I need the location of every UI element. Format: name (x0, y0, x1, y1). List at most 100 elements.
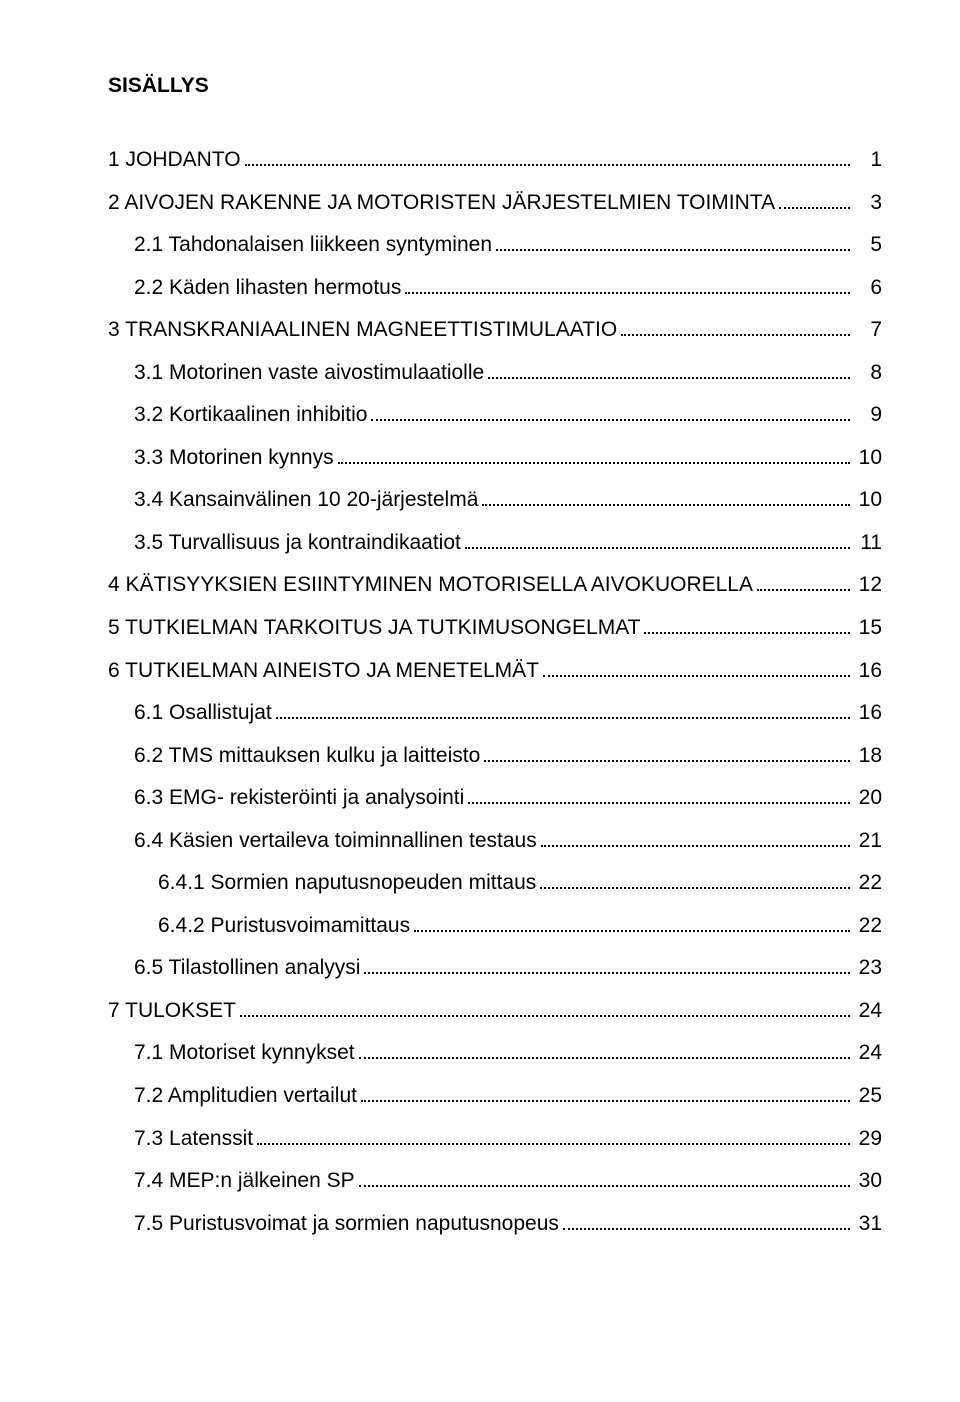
toc-leader-dots (405, 273, 850, 294)
toc-entry: 6.3 EMG- rekisteröinti ja analysointi 20 (108, 782, 882, 815)
toc-entry: 3.1 Motorinen vaste aivostimulaatiolle 8 (108, 357, 882, 390)
toc-leader-dots (240, 996, 850, 1017)
toc-leader-dots (496, 230, 850, 251)
toc-entry: 3.5 Turvallisuus ja kontraindikaatiot11 (108, 527, 882, 560)
toc-leader-dots (488, 358, 850, 379)
toc-entry-page: 3 (854, 187, 882, 220)
toc-entry-label: 6.4.2 Puristusvoimamittaus (158, 910, 410, 943)
toc-entry: 3.4 Kansainvälinen 10 20-järjestelmä 10 (108, 484, 882, 517)
toc-entry: 6 TUTKIELMAN AINEISTO JA MENETELMÄT 16 (108, 655, 882, 688)
toc-entry-label: 1 JOHDANTO (108, 144, 241, 177)
toc-entry: 2 AIVOJEN RAKENNE JA MOTORISTEN JÄRJESTE… (108, 187, 882, 220)
toc-title: SISÄLLYS (108, 74, 882, 98)
toc-entry-page: 15 (854, 612, 882, 645)
toc-entry-page: 22 (854, 910, 882, 943)
toc-entry-page: 23 (854, 952, 882, 985)
toc-entry: 2.2 Käden lihasten hermotus 6 (108, 272, 882, 305)
toc-leader-dots (364, 954, 850, 975)
toc-entry-page: 1 (854, 144, 882, 177)
toc-entry-page: 16 (854, 697, 882, 730)
toc-entry-page: 31 (854, 1208, 882, 1241)
toc-entry: 6.2 TMS mittauksen kulku ja laitteisto 18 (108, 740, 882, 773)
toc-entry-page: 6 (854, 272, 882, 305)
toc-leader-dots (245, 145, 850, 166)
toc-leader-dots (543, 656, 850, 677)
toc-entry: 1 JOHDANTO 1 (108, 144, 882, 177)
toc-entry: 6.4.1 Sormien naputusnopeuden mittaus 22 (108, 867, 882, 900)
toc-leader-dots (541, 826, 850, 847)
toc-entry: 7.4 MEP:n jälkeinen SP 30 (108, 1165, 882, 1198)
toc-entry-page: 29 (854, 1123, 882, 1156)
page-container: SISÄLLYS 1 JOHDANTO 1 2 AIVOJEN RAKENNE JA… (0, 0, 960, 1402)
toc-leader-dots (359, 1039, 850, 1060)
toc-entry-label: 6.4 Käsien vertaileva toiminnallinen tes… (134, 825, 537, 858)
toc-leader-dots (540, 868, 850, 889)
toc-entry-label: 5 TUTKIELMAN TARKOITUS JA TUTKIMUSONGELM… (108, 612, 640, 645)
toc-entry-label: 4 KÄTISYYKSIEN ESIINTYMINEN MOTORISELLA … (108, 569, 753, 602)
toc-entry-label: 7.3 Latenssit (134, 1123, 253, 1156)
toc-entry-label: 7.4 MEP:n jälkeinen SP (134, 1165, 355, 1198)
toc-entry-label: 7.1 Motoriset kynnykset (134, 1037, 355, 1070)
toc-entry-label: 2.2 Käden lihasten hermotus (134, 272, 401, 305)
toc-entry-page: 30 (854, 1165, 882, 1198)
toc-leader-dots (338, 443, 850, 464)
toc-entry: 7.1 Motoriset kynnykset24 (108, 1037, 882, 1070)
toc-entry-label: 7 TULOKSET (108, 995, 236, 1028)
toc-leader-dots (371, 400, 850, 421)
toc-entry-page: 9 (854, 399, 882, 432)
toc-entry-label: 7.2 Amplitudien vertailut (134, 1080, 357, 1113)
toc-entry: 4 KÄTISYYKSIEN ESIINTYMINEN MOTORISELLA … (108, 569, 882, 602)
toc-leader-dots (468, 783, 850, 804)
toc-entry: 3 TRANSKRANIAALINEN MAGNEETTISTIMULAATIO… (108, 314, 882, 347)
toc-entry-page: 11 (854, 527, 882, 560)
toc-entry: 7.5 Puristusvoimat ja sormien naputusnop… (108, 1208, 882, 1241)
toc-entry: 2.1 Tahdonalaisen liikkeen syntyminen 5 (108, 229, 882, 262)
toc-entry-label: 3.4 Kansainvälinen 10 20-järjestelmä (134, 484, 478, 517)
toc-entry-page: 10 (854, 442, 882, 475)
toc-entry-page: 18 (854, 740, 882, 773)
toc-entry: 6.4.2 Puristusvoimamittaus 22 (108, 910, 882, 943)
toc-entry-page: 22 (854, 867, 882, 900)
toc-entry-page: 10 (854, 484, 882, 517)
toc-entry-label: 3.2 Kortikaalinen inhibitio (134, 399, 367, 432)
toc-entry-label: 3.3 Motorinen kynnys (134, 442, 334, 475)
toc-entry: 6.5 Tilastollinen analyysi 23 (108, 952, 882, 985)
toc-leader-dots (276, 698, 850, 719)
toc-entry-page: 8 (854, 357, 882, 390)
toc-leader-dots (359, 1166, 850, 1187)
toc-entry-label: 2.1 Tahdonalaisen liikkeen syntyminen (134, 229, 492, 262)
toc-leader-dots (563, 1209, 850, 1230)
toc-entry-label: 6.1 Osallistujat (134, 697, 272, 730)
toc-entry-page: 7 (854, 314, 882, 347)
toc-leader-dots (621, 315, 850, 336)
toc-entry-page: 20 (854, 782, 882, 815)
toc-leader-dots (414, 911, 850, 932)
toc-entry-page: 24 (854, 995, 882, 1028)
toc-entry-page: 5 (854, 229, 882, 262)
toc-entry-page: 12 (854, 569, 882, 602)
toc-leader-dots (757, 571, 850, 592)
toc-entry: 7.3 Latenssit 29 (108, 1123, 882, 1156)
toc-entry: 3.3 Motorinen kynnys 10 (108, 442, 882, 475)
toc-entry-label: 6.3 EMG- rekisteröinti ja analysointi (134, 782, 464, 815)
toc-entry-label: 6.5 Tilastollinen analyysi (134, 952, 360, 985)
toc-leader-dots (644, 613, 850, 634)
table-of-contents: 1 JOHDANTO 1 2 AIVOJEN RAKENNE JA MOTORIST… (108, 144, 882, 1240)
toc-entry-label: 7.5 Puristusvoimat ja sormien naputusnop… (134, 1208, 559, 1241)
toc-entry-label: 6.4.1 Sormien naputusnopeuden mittaus (158, 867, 536, 900)
toc-entry-label: 6 TUTKIELMAN AINEISTO JA MENETELMÄT (108, 655, 539, 688)
toc-leader-dots (361, 1081, 850, 1102)
toc-entry: 6.1 Osallistujat 16 (108, 697, 882, 730)
toc-entry-page: 21 (854, 825, 882, 858)
toc-entry: 6.4 Käsien vertaileva toiminnallinen tes… (108, 825, 882, 858)
toc-entry-page: 25 (854, 1080, 882, 1113)
toc-leader-dots (482, 485, 850, 506)
toc-entry: 5 TUTKIELMAN TARKOITUS JA TUTKIMUSONGELM… (108, 612, 882, 645)
toc-entry-label: 6.2 TMS mittauksen kulku ja laitteisto (134, 740, 480, 773)
toc-entry-label: 3.1 Motorinen vaste aivostimulaatiolle (134, 357, 484, 390)
toc-entry-label: 2 AIVOJEN RAKENNE JA MOTORISTEN JÄRJESTE… (108, 187, 775, 220)
toc-entry: 7.2 Amplitudien vertailut 25 (108, 1080, 882, 1113)
toc-leader-dots (465, 528, 850, 549)
toc-entry: 7 TULOKSET 24 (108, 995, 882, 1028)
toc-entry-page: 16 (854, 655, 882, 688)
